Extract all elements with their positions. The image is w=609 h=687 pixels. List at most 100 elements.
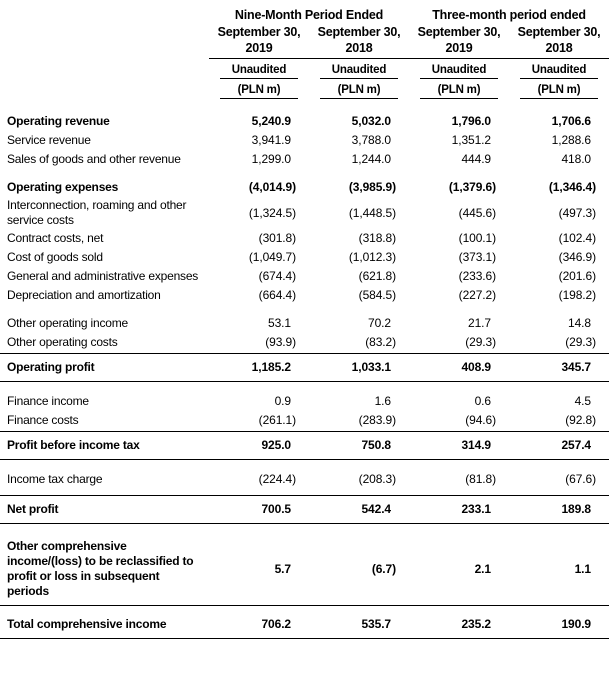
column-period: September 30,	[317, 25, 401, 39]
cell-value: 257.4	[561, 438, 591, 452]
cell-value: 1,796.0	[451, 114, 491, 128]
cell-value: (208.3)	[358, 472, 396, 486]
cell-value: (497.3)	[558, 205, 596, 220]
table-row: Finance costs (261.1) (283.9) (94.6) (92.8)	[0, 411, 609, 430]
row-label: Operating expenses	[7, 180, 119, 194]
table-row: Interconnection, roaming and other servi…	[0, 197, 609, 229]
horizontal-rule	[0, 353, 609, 354]
cell-value: 750.8	[361, 438, 391, 452]
cell-value: (100.1)	[458, 231, 496, 245]
row-label: Sales of goods and other revenue	[7, 152, 181, 166]
cell-value: (301.8)	[258, 231, 296, 245]
horizontal-rule	[0, 638, 609, 639]
cell-value: 706.2	[261, 617, 291, 631]
cell-value: (1,448.5)	[348, 205, 396, 220]
row-spacer	[0, 305, 609, 314]
cell-value: (67.6)	[565, 472, 596, 486]
cell-value: 233.1	[461, 502, 491, 516]
column-year: 2018	[545, 41, 573, 55]
column-audit-status: Unaudited	[420, 63, 498, 79]
cell-value: 1,033.1	[351, 360, 391, 374]
horizontal-rule	[0, 431, 609, 432]
cell-value: 3,788.0	[351, 133, 391, 147]
cell-value: 70.2	[368, 316, 391, 330]
cell-value: (93.9)	[265, 335, 296, 349]
cell-value: (621.8)	[358, 269, 396, 283]
row-label: Other operating income	[7, 316, 129, 330]
cell-value: (584.5)	[358, 288, 396, 302]
cell-value: (1,379.6)	[448, 180, 496, 194]
row-label: Interconnection, roaming and other servi…	[7, 198, 187, 227]
column-year: 2018	[345, 41, 373, 55]
column-audit-status: Unaudited	[320, 63, 398, 79]
table-row: Income tax charge (224.4) (208.3) (81.8) (67…	[0, 470, 609, 489]
row-label: Income tax charge	[7, 472, 103, 486]
table-row: Depreciation and amortization (664.4) (584…	[0, 286, 609, 305]
row-label: General and administrative expenses	[7, 269, 199, 283]
horizontal-rule	[0, 381, 609, 382]
cell-value: (674.4)	[258, 269, 296, 283]
cell-value: (224.4)	[258, 472, 296, 486]
cell-value: (3,985.9)	[348, 180, 396, 194]
row-spacer	[0, 169, 609, 178]
row-label: Depreciation and amortization	[7, 288, 161, 302]
column-group-three-month: Three-month period ended	[432, 8, 586, 22]
row-label: Other comprehensive income/(loss) to be …	[7, 539, 194, 598]
horizontal-rule	[0, 495, 609, 496]
cell-value: (346.9)	[558, 250, 596, 264]
horizontal-rule	[0, 605, 609, 606]
cell-value: 0.6	[474, 394, 491, 408]
cell-value: 345.7	[561, 360, 591, 374]
column-audit-row: Unaudited Unaudited Unaudited Unaudited	[0, 63, 609, 79]
cell-value: 1,351.2	[451, 133, 491, 147]
column-unit: (PLN m)	[420, 83, 498, 99]
horizontal-rule	[0, 459, 609, 460]
cell-value: (83.2)	[365, 335, 396, 349]
cell-value: (445.6)	[458, 205, 496, 220]
table-row: Operating expenses (4,014.9) (3,985.9) (1,3…	[0, 178, 609, 197]
cell-value: (1,346.4)	[548, 180, 596, 194]
table-row: Sales of goods and other revenue 1,299.0 1…	[0, 150, 609, 169]
cell-value: 4.5	[574, 394, 591, 408]
row-spacer	[0, 525, 609, 534]
table-body: Operating revenue 5,240.9 5,032.0 1,796.0 1,…	[0, 112, 609, 639]
column-period: September 30,	[217, 25, 301, 39]
cell-value: (201.6)	[558, 269, 596, 283]
cell-value: 2.1	[474, 561, 491, 576]
cell-value: 1,288.6	[551, 133, 591, 147]
cell-value: 444.9	[461, 152, 491, 166]
cell-value: 190.9	[561, 617, 591, 631]
column-period-row: September 30, September 30, September 30…	[0, 24, 609, 40]
cell-value: 53.1	[268, 316, 291, 330]
column-unit: (PLN m)	[320, 83, 398, 99]
header-corner-spacer	[0, 7, 209, 24]
cell-value: (233.6)	[458, 269, 496, 283]
row-label: Cost of goods sold	[7, 250, 103, 264]
cell-value: 235.2	[461, 617, 491, 631]
cell-value: 5,240.9	[251, 114, 291, 128]
cell-value: 1,244.0	[351, 152, 391, 166]
table-row: Other comprehensive income/(loss) to be …	[0, 534, 609, 604]
table-row: Contract costs, net (301.8) (318.8) (100.1)…	[0, 229, 609, 248]
row-label: Finance costs	[7, 413, 79, 427]
horizontal-rule	[0, 523, 609, 524]
row-label: Profit before income tax	[7, 438, 140, 452]
column-period: September 30,	[517, 25, 601, 39]
cell-value: (1,049.7)	[248, 250, 296, 264]
table-row: Operating profit 1,185.2 1,033.1 408.9 345.7	[0, 355, 609, 380]
column-unit: (PLN m)	[220, 83, 298, 99]
table-row: Operating revenue 5,240.9 5,032.0 1,796.0 1,…	[0, 112, 609, 131]
cell-value: (6.7)	[371, 561, 396, 576]
table-row: Profit before income tax 925.0 750.8 314.9 2…	[0, 433, 609, 458]
cell-value: 1.1	[574, 561, 591, 576]
cell-value: (198.2)	[558, 288, 596, 302]
column-period: September 30,	[417, 25, 501, 39]
row-label: Net profit	[7, 502, 59, 516]
cell-value: 408.9	[461, 360, 491, 374]
cell-value: 5,032.0	[351, 114, 391, 128]
cell-value: (29.3)	[465, 335, 496, 349]
table-row: General and administrative expenses (674.…	[0, 267, 609, 286]
cell-value: 189.8	[561, 502, 591, 516]
table-row: Total comprehensive income 706.2 535.7 235.…	[0, 612, 609, 637]
